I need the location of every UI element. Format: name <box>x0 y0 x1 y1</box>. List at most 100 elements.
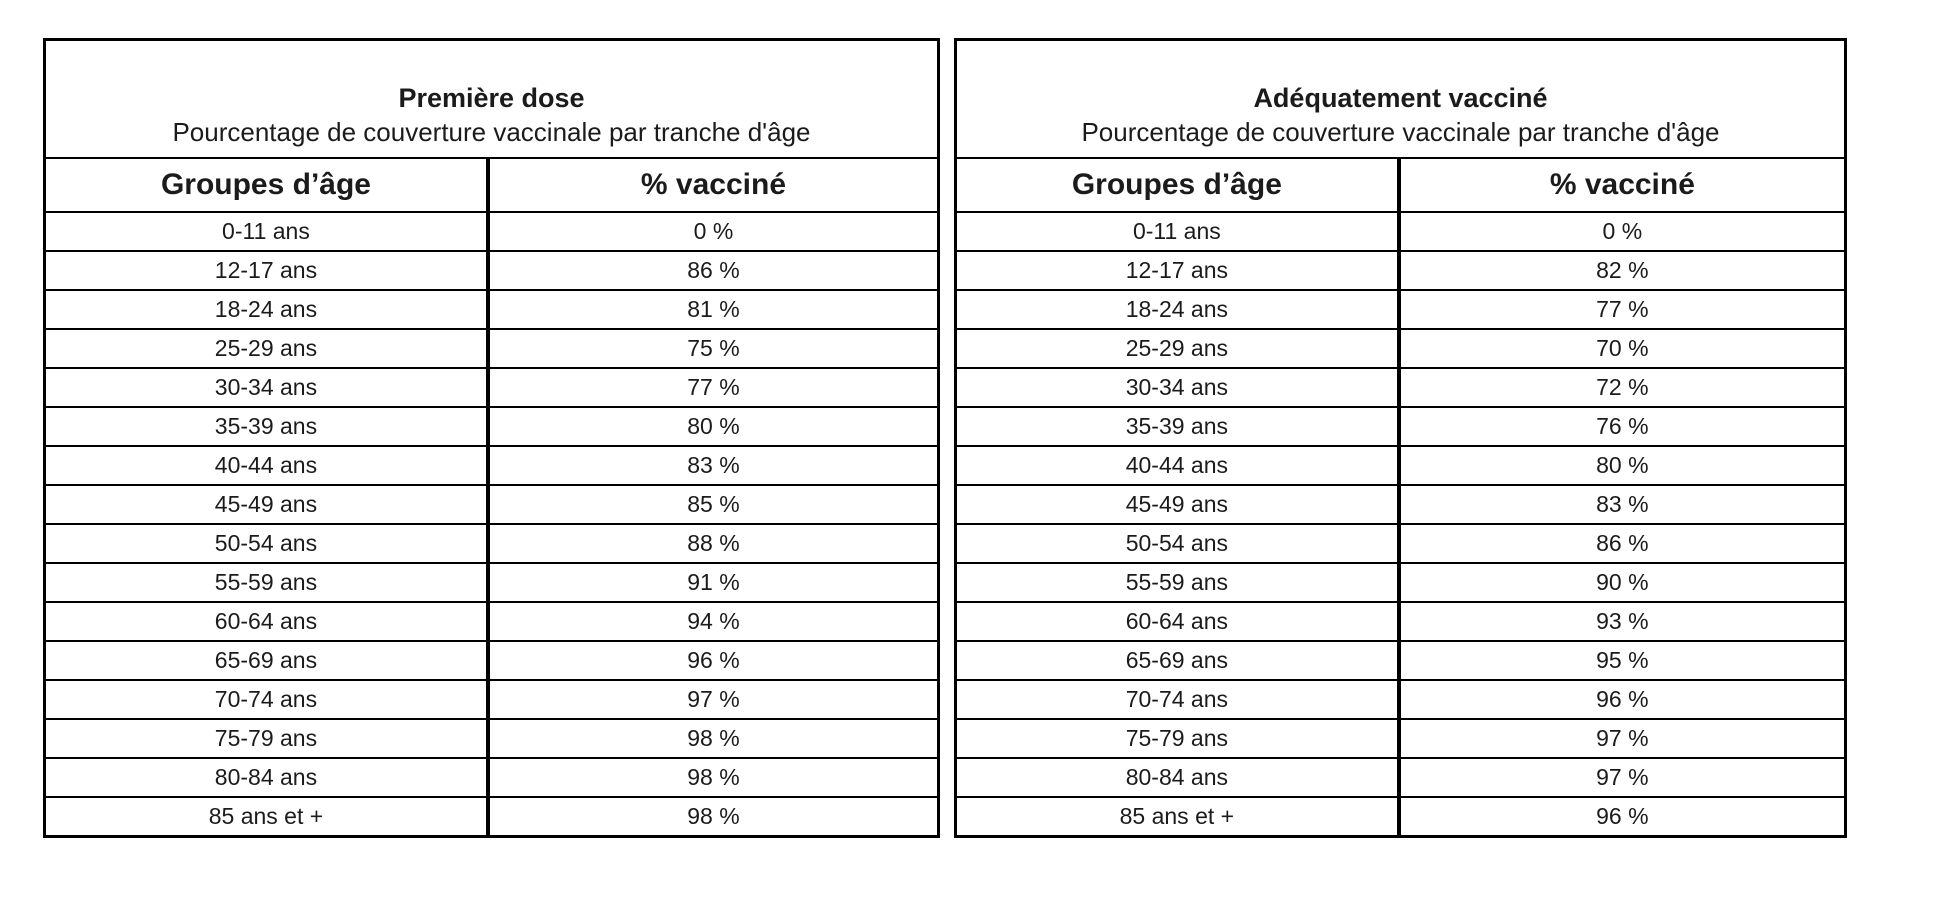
age-group-cell: 85 ans et + <box>1119 803 1235 829</box>
percent-vaccinated-cell: 97 % <box>1396 758 1846 798</box>
table-title: Première dose <box>398 83 585 113</box>
age-group-cell: 18-24 ans <box>44 290 488 330</box>
table-row: 55-59 ans 91 % <box>44 563 939 603</box>
table-title-box: Première dose Pourcentage de couverture … <box>46 41 937 156</box>
age-group-cell: 45-49 ans <box>44 485 488 525</box>
percent-vaccinated-cell: 97 % <box>485 680 939 720</box>
percent-vaccinated-cell: 0 % <box>1396 212 1846 252</box>
percent-vaccinated-cell: 83 % <box>485 446 939 486</box>
age-group-cell: 65-69 ans <box>44 641 488 681</box>
age-group-cell: 80-84 ans <box>955 758 1399 798</box>
table-row: 45-49 ans 85 % <box>44 485 939 525</box>
column-header-percent-vaccinated: % vacciné <box>485 158 939 213</box>
percent-vaccinated-cell: 96 % <box>1396 680 1846 720</box>
age-group-cell: 55-59 ans <box>955 563 1399 603</box>
table-row: 25-29 ans 75 % <box>44 329 939 369</box>
age-group-cell: 70-74 ans <box>955 680 1399 720</box>
percent-vaccinated-cell: 82 % <box>1396 251 1846 291</box>
percent-vaccinated-cell: 81 % <box>485 290 939 330</box>
percent-vaccinated-cell: 93 % <box>1396 602 1846 642</box>
table-row: 18-24 ans 77 % <box>955 290 1846 330</box>
table-row: 50-54 ans 86 % <box>955 524 1846 564</box>
column-header-age-groups: Groupes d’âge <box>44 158 488 213</box>
age-group-cell: 75-79 ans <box>955 719 1399 759</box>
percent-vaccinated-cell: 75 % <box>485 329 939 369</box>
age-group-cell: 50-54 ans <box>44 524 488 564</box>
percent-vaccinated-cell: 98 % <box>485 797 939 837</box>
table-row: 40-44 ans 83 % <box>44 446 939 486</box>
table-row: 30-34 ans 77 % <box>44 368 939 408</box>
age-group-cell: 40-44 ans <box>44 446 488 486</box>
premiere-dose-table: Première dose Pourcentage de couverture … <box>43 38 940 838</box>
age-group-cell: 60-64 ans <box>955 602 1399 642</box>
age-group-cell: 30-34 ans <box>44 368 488 408</box>
percent-vaccinated-cell: 85 % <box>485 485 939 525</box>
percent-vaccinated-cell: 98 % <box>485 758 939 798</box>
table-title-cell: Première dose Pourcentage de couverture … <box>44 39 939 159</box>
percent-vaccinated-cell: 98 % <box>485 719 939 759</box>
age-group-cell: 80-84 ans <box>44 758 488 798</box>
table-row: 0-11 ans 0 % <box>44 212 939 252</box>
age-group-cell: 25-29 ans <box>44 329 488 369</box>
table-row: 65-69 ans 95 % <box>955 641 1846 681</box>
table-row: 30-34 ans 72 % <box>955 368 1846 408</box>
percent-vaccinated-cell: 86 % <box>485 251 939 291</box>
percent-vaccinated-cell: 77 % <box>485 368 939 408</box>
age-group-cell: 40-44 ans <box>955 446 1399 486</box>
table-row: 55-59 ans 90 % <box>955 563 1846 603</box>
percent-vaccinated-cell: 94 % <box>485 602 939 642</box>
age-group-cell: 12-17 ans <box>44 251 488 291</box>
table-row: 12-17 ans 86 % <box>44 251 939 291</box>
age-group-cell: 25-29 ans <box>955 329 1399 369</box>
table-row: 85 ans et + 98 % <box>45 797 939 837</box>
age-group-cell: 75-79 ans <box>44 719 488 759</box>
table-row: 60-64 ans 94 % <box>44 602 939 642</box>
adequatement-vaccine-table-grid: Adéquatement vacciné Pourcentage de couv… <box>954 38 1847 838</box>
age-group-cell: 35-39 ans <box>44 407 488 447</box>
table-row: 75-79 ans 98 % <box>44 719 939 759</box>
adequatement-vaccine-table: Adéquatement vacciné Pourcentage de couv… <box>954 38 1847 838</box>
table-row: 50-54 ans 88 % <box>44 524 939 564</box>
table-subtitle: Pourcentage de couverture vaccinale par … <box>1081 117 1720 147</box>
table-row: 60-64 ans 93 % <box>955 602 1846 642</box>
table-row: 18-24 ans 81 % <box>44 290 939 330</box>
percent-vaccinated-cell: 96 % <box>485 641 939 681</box>
percent-vaccinated-cell: 80 % <box>1396 446 1846 486</box>
percent-vaccinated-cell: 80 % <box>485 407 939 447</box>
table-title-row: Adéquatement vacciné Pourcentage de couv… <box>955 39 1846 159</box>
percent-vaccinated-cell: 70 % <box>1396 329 1846 369</box>
age-group-cell: 70-74 ans <box>44 680 488 720</box>
column-header-percent-vaccinated: % vacciné <box>1396 158 1846 213</box>
table-title: Adéquatement vacciné <box>1253 83 1548 113</box>
percent-vaccinated-cell: 96 % <box>1396 797 1846 837</box>
premiere-dose-table-grid: Première dose Pourcentage de couverture … <box>43 38 940 838</box>
table-title-box: Adéquatement vacciné Pourcentage de couv… <box>957 41 1844 156</box>
table-row: 80-84 ans 98 % <box>44 758 939 798</box>
table-title-row: Première dose Pourcentage de couverture … <box>44 39 939 159</box>
percent-vaccinated-cell: 0 % <box>485 212 939 252</box>
age-group-cell: 85 ans et + <box>208 803 324 829</box>
table-row: 40-44 ans 80 % <box>955 446 1846 486</box>
percent-vaccinated-cell: 86 % <box>1396 524 1846 564</box>
percent-vaccinated-cell: 91 % <box>485 563 939 603</box>
table-row: 70-74 ans 97 % <box>44 680 939 720</box>
table-row: 85 ans et + 96 % <box>956 797 1846 837</box>
percent-vaccinated-cell: 88 % <box>485 524 939 564</box>
table-row: 70-74 ans 96 % <box>955 680 1846 720</box>
table-row: 80-84 ans 97 % <box>955 758 1846 798</box>
percent-vaccinated-cell: 95 % <box>1396 641 1846 681</box>
percent-vaccinated-cell: 77 % <box>1396 290 1846 330</box>
table-row: 0-11 ans 0 % <box>955 212 1846 252</box>
table-row: 75-79 ans 97 % <box>955 719 1846 759</box>
table-subtitle: Pourcentage de couverture vaccinale par … <box>172 117 811 147</box>
table-row: 65-69 ans 96 % <box>44 641 939 681</box>
age-group-cell: 65-69 ans <box>955 641 1399 681</box>
table-row: 45-49 ans 83 % <box>955 485 1846 525</box>
column-header-age-groups: Groupes d’âge <box>955 158 1399 213</box>
table-row: 12-17 ans 82 % <box>955 251 1846 291</box>
percent-vaccinated-cell: 90 % <box>1396 563 1846 603</box>
age-group-cell: 55-59 ans <box>44 563 488 603</box>
percent-vaccinated-cell: 76 % <box>1396 407 1846 447</box>
age-group-cell: 35-39 ans <box>955 407 1399 447</box>
